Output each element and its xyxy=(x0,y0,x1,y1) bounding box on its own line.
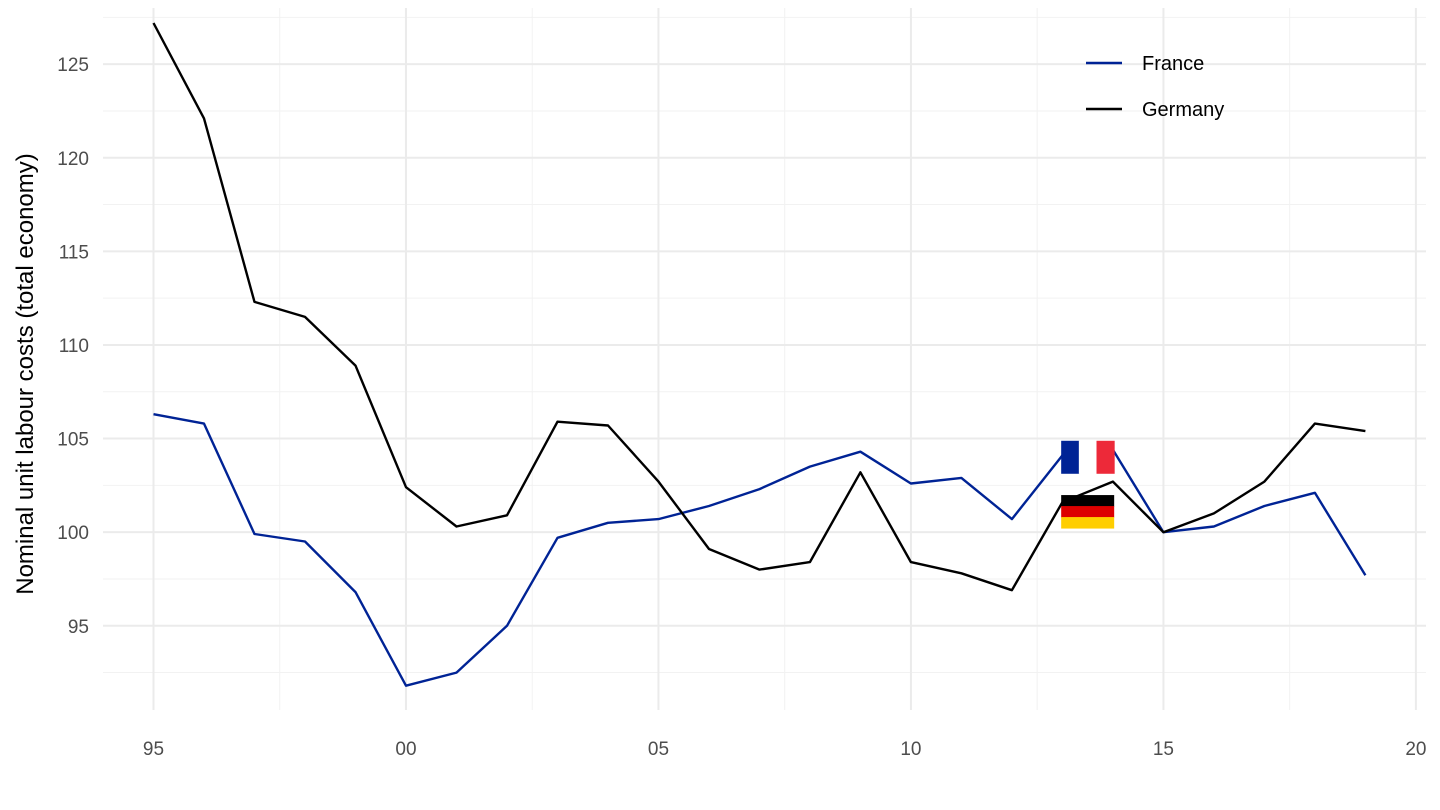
x-tick-label: 20 xyxy=(1405,739,1426,760)
y-tick-label: 110 xyxy=(59,336,89,357)
y-tick-label: 105 xyxy=(57,430,89,451)
series xyxy=(152,22,1367,687)
legend-label: France xyxy=(1142,53,1204,75)
y-tick-label: 120 xyxy=(57,149,89,170)
x-tick-label: 15 xyxy=(1153,739,1174,760)
x-tick-label: 10 xyxy=(900,739,921,760)
y-axis-title: Nominal unit labour costs (total economy… xyxy=(12,153,39,595)
flag-stripe xyxy=(1096,440,1115,474)
france-flag xyxy=(1061,440,1115,474)
legend-entry: France xyxy=(1086,53,1204,75)
series-line-germany xyxy=(152,22,1366,592)
legend-label: Germany xyxy=(1142,99,1224,121)
x-tick-label: 00 xyxy=(395,739,416,760)
y-tick-label: 95 xyxy=(68,617,89,638)
flag-stripe xyxy=(1061,495,1115,507)
legend: France Germany xyxy=(1086,53,1224,121)
flag-stripe xyxy=(1061,517,1115,529)
series-line-france xyxy=(153,413,1367,687)
axes: 95 00 05 10 15 20 95 100 105 110 115 120 125 xyxy=(57,55,1426,760)
x-tick-label: 95 xyxy=(143,739,164,760)
flag-stripe xyxy=(1061,440,1080,474)
y-tick-label: 125 xyxy=(57,55,89,76)
flag-stripe xyxy=(1061,506,1115,518)
grid xyxy=(103,8,1426,710)
y-tick-label: 100 xyxy=(57,523,89,544)
flag-stripe xyxy=(1078,440,1098,474)
x-tick-label: 05 xyxy=(648,739,669,760)
germany-flag xyxy=(1061,495,1115,529)
flag-annotations xyxy=(1061,440,1115,529)
y-tick-label: 115 xyxy=(59,242,89,263)
legend-entry: Germany xyxy=(1086,99,1224,121)
